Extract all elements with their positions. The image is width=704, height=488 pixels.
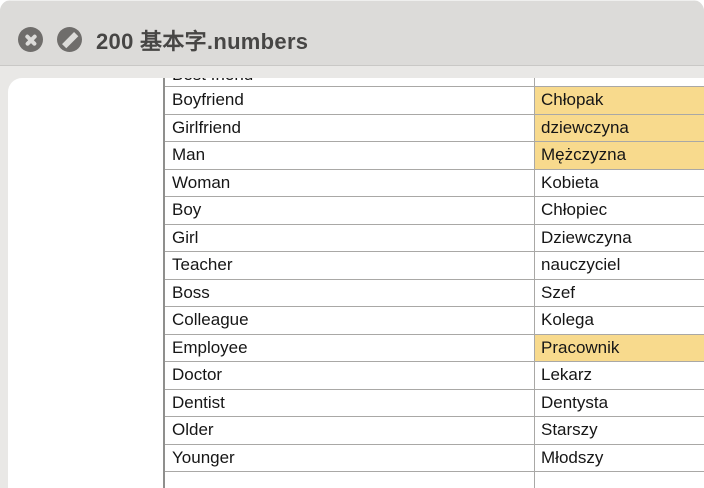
page-title: 200 基本字.numbers xyxy=(96,28,309,54)
table-cell-english[interactable]: Dentist xyxy=(165,389,535,416)
table-cell-polish[interactable]: nauczyciel xyxy=(541,255,621,274)
table-cell-polish[interactable]: Dziewczyna xyxy=(541,227,632,247)
table-row: Man Mężczyzna xyxy=(165,142,704,170)
table-row: Teacher nauczyciel xyxy=(165,252,704,280)
table-row: Best friend xyxy=(165,78,704,87)
table-row: Woman Kobieta xyxy=(165,169,704,197)
table-row: Colleague Kolega xyxy=(165,307,704,335)
table-row: Employee Pracownik xyxy=(165,334,704,362)
blocked-icon[interactable] xyxy=(57,27,82,52)
table-cell-polish[interactable]: dziewczyna xyxy=(535,114,704,141)
table-cell-english[interactable]: Doctor xyxy=(165,362,535,389)
table-cell-english[interactable]: Boss xyxy=(165,279,535,306)
table-cell-polish[interactable]: Mężczyzna xyxy=(535,142,704,169)
table-cell-polish[interactable]: Młodszy xyxy=(541,447,604,467)
table-cell-english[interactable]: Employee xyxy=(165,334,535,361)
table-cell-english[interactable] xyxy=(165,472,535,488)
table-cell-english[interactable]: Girlfriend xyxy=(165,114,535,141)
table-row: Dentist Dentysta xyxy=(165,389,704,417)
table-row: Doctor Lekarz xyxy=(165,362,704,390)
table-cell-polish[interactable]: Kolega xyxy=(541,310,594,329)
close-icon[interactable] xyxy=(18,27,43,52)
table-cell-english[interactable]: Boyfriend xyxy=(165,87,535,114)
table-cell-polish[interactable]: Dentysta xyxy=(541,392,609,412)
table-cell-english[interactable]: Younger xyxy=(165,444,535,471)
table-cell-english[interactable]: Teacher xyxy=(165,252,535,279)
table-cell-polish[interactable]: Szef xyxy=(541,282,576,302)
table-row: Boyfriend Chłopak xyxy=(165,87,704,115)
table-row: Younger Młodszy xyxy=(165,444,704,472)
table-cell-polish[interactable]: Chłopiec xyxy=(541,200,608,219)
table-cell-polish[interactable]: Pracownik xyxy=(535,334,704,361)
table-cell-polish[interactable]: Starszy xyxy=(541,420,598,439)
table-row: Boy Chłopiec xyxy=(165,197,704,225)
table-cell-english[interactable]: Man xyxy=(165,142,535,169)
table-cell-english[interactable]: Older xyxy=(165,417,535,444)
table-cell-polish[interactable] xyxy=(535,78,704,86)
table-row xyxy=(165,472,704,488)
table-cell-english[interactable]: Colleague xyxy=(165,307,535,334)
title-bar: 200 基本字.numbers xyxy=(0,0,704,66)
table-cell-english[interactable]: Girl xyxy=(165,224,535,251)
translation-table: Best friendBoyfriendChłopakGirlfrienddzi… xyxy=(163,78,704,488)
table-cell-polish[interactable]: Chłopak xyxy=(535,87,704,114)
table-cell-polish[interactable]: Lekarz xyxy=(541,365,593,384)
table-row: Boss Szef xyxy=(165,279,704,307)
table-cell-polish[interactable] xyxy=(535,472,704,488)
table-cell-polish[interactable]: Kobieta xyxy=(541,172,599,192)
table-cell-english[interactable]: Boy xyxy=(165,197,535,224)
table-row: Older Starszy xyxy=(165,417,704,445)
table-cell-english[interactable]: Best friend xyxy=(165,78,535,86)
table-row: Girlfriend dziewczyna xyxy=(165,114,704,142)
table-cell-english[interactable]: Woman xyxy=(165,169,535,196)
table-row: Girl Dziewczyna xyxy=(165,224,704,252)
